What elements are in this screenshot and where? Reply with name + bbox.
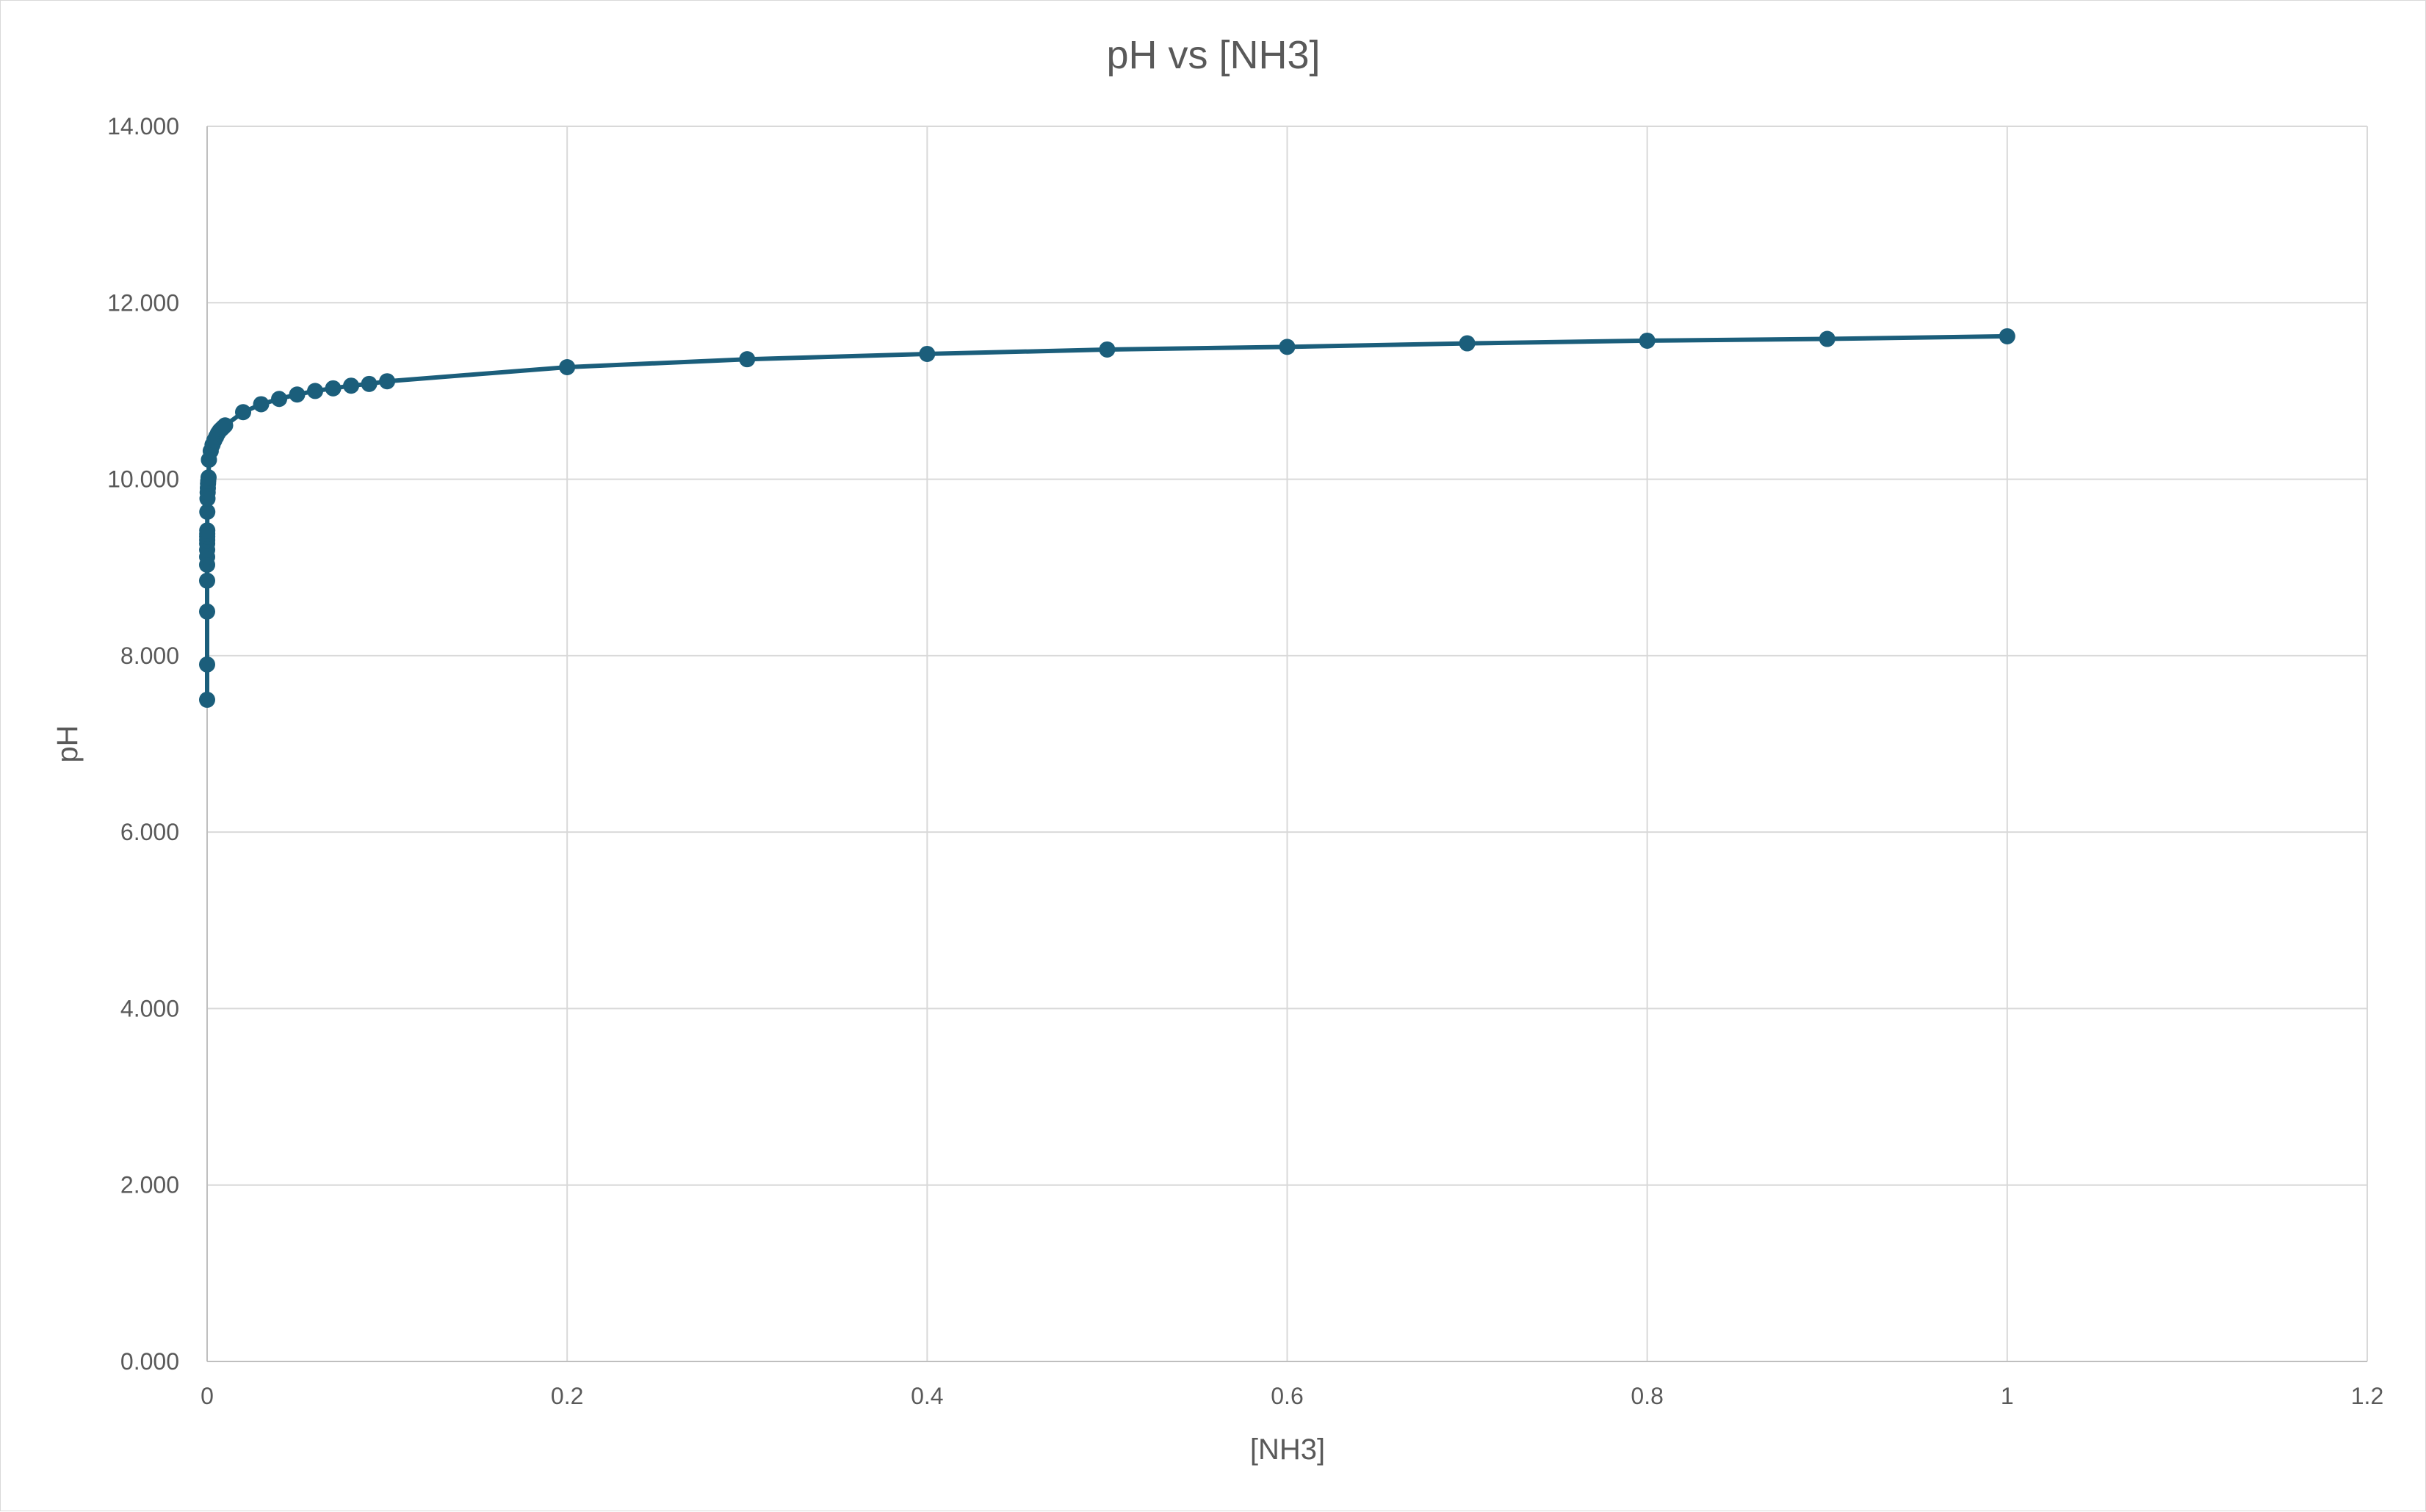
data-point (217, 417, 234, 434)
data-point (199, 691, 216, 708)
data-point (235, 404, 252, 421)
series-line (205, 333, 2007, 700)
data-point (199, 504, 216, 521)
y-tick-label: 10.000 (107, 466, 179, 493)
x-tick-label: 0.2 (551, 1383, 583, 1409)
y-tick-label: 14.000 (107, 113, 179, 140)
data-point (199, 572, 216, 589)
x-tick-label: 0.4 (911, 1383, 943, 1409)
x-tick-label: 1.2 (2351, 1383, 2383, 1409)
data-point (1459, 335, 1476, 352)
x-axis-title: [NH3] (1250, 1433, 1325, 1466)
x-tick-label: 0 (201, 1383, 214, 1409)
y-tick-label: 4.000 (120, 995, 179, 1021)
x-tick-label: 1 (2001, 1383, 2014, 1409)
data-point (199, 522, 216, 539)
grid-layer (207, 126, 2368, 1362)
x-tick-label: 0.8 (1631, 1383, 1663, 1409)
data-point (253, 396, 270, 413)
y-tick-label: 6.000 (120, 819, 179, 845)
data-point (307, 383, 324, 399)
chart-title: pH vs [NH3] (1106, 33, 1320, 77)
data-point (343, 377, 360, 394)
data-point (200, 469, 217, 486)
data-point (199, 656, 216, 673)
data-point (919, 345, 936, 362)
data-point (739, 351, 756, 368)
data-point (379, 373, 396, 390)
data-point (1099, 341, 1116, 358)
data-point (1819, 330, 1835, 347)
y-tick-label: 2.000 (120, 1172, 179, 1198)
data-point (1639, 332, 1656, 349)
x-tick-label: 0.6 (1271, 1383, 1303, 1409)
data-point (289, 386, 306, 403)
data-point (199, 603, 216, 620)
data-point (1279, 339, 1296, 355)
data-point (325, 380, 342, 397)
data-point (559, 358, 576, 375)
data-point (271, 391, 288, 408)
y-axis-title: pH (51, 725, 84, 762)
data-point (361, 375, 378, 392)
y-tick-label: 12.000 (107, 289, 179, 316)
series-layer (199, 328, 2015, 708)
data-point (1999, 328, 2015, 344)
y-tick-label: 0.000 (120, 1348, 179, 1375)
y-tick-label: 8.000 (120, 643, 179, 669)
axis-layer: 0.000 2.000 4.000 6.000 8.000 10.000 12.000 14.… (107, 113, 2383, 1409)
